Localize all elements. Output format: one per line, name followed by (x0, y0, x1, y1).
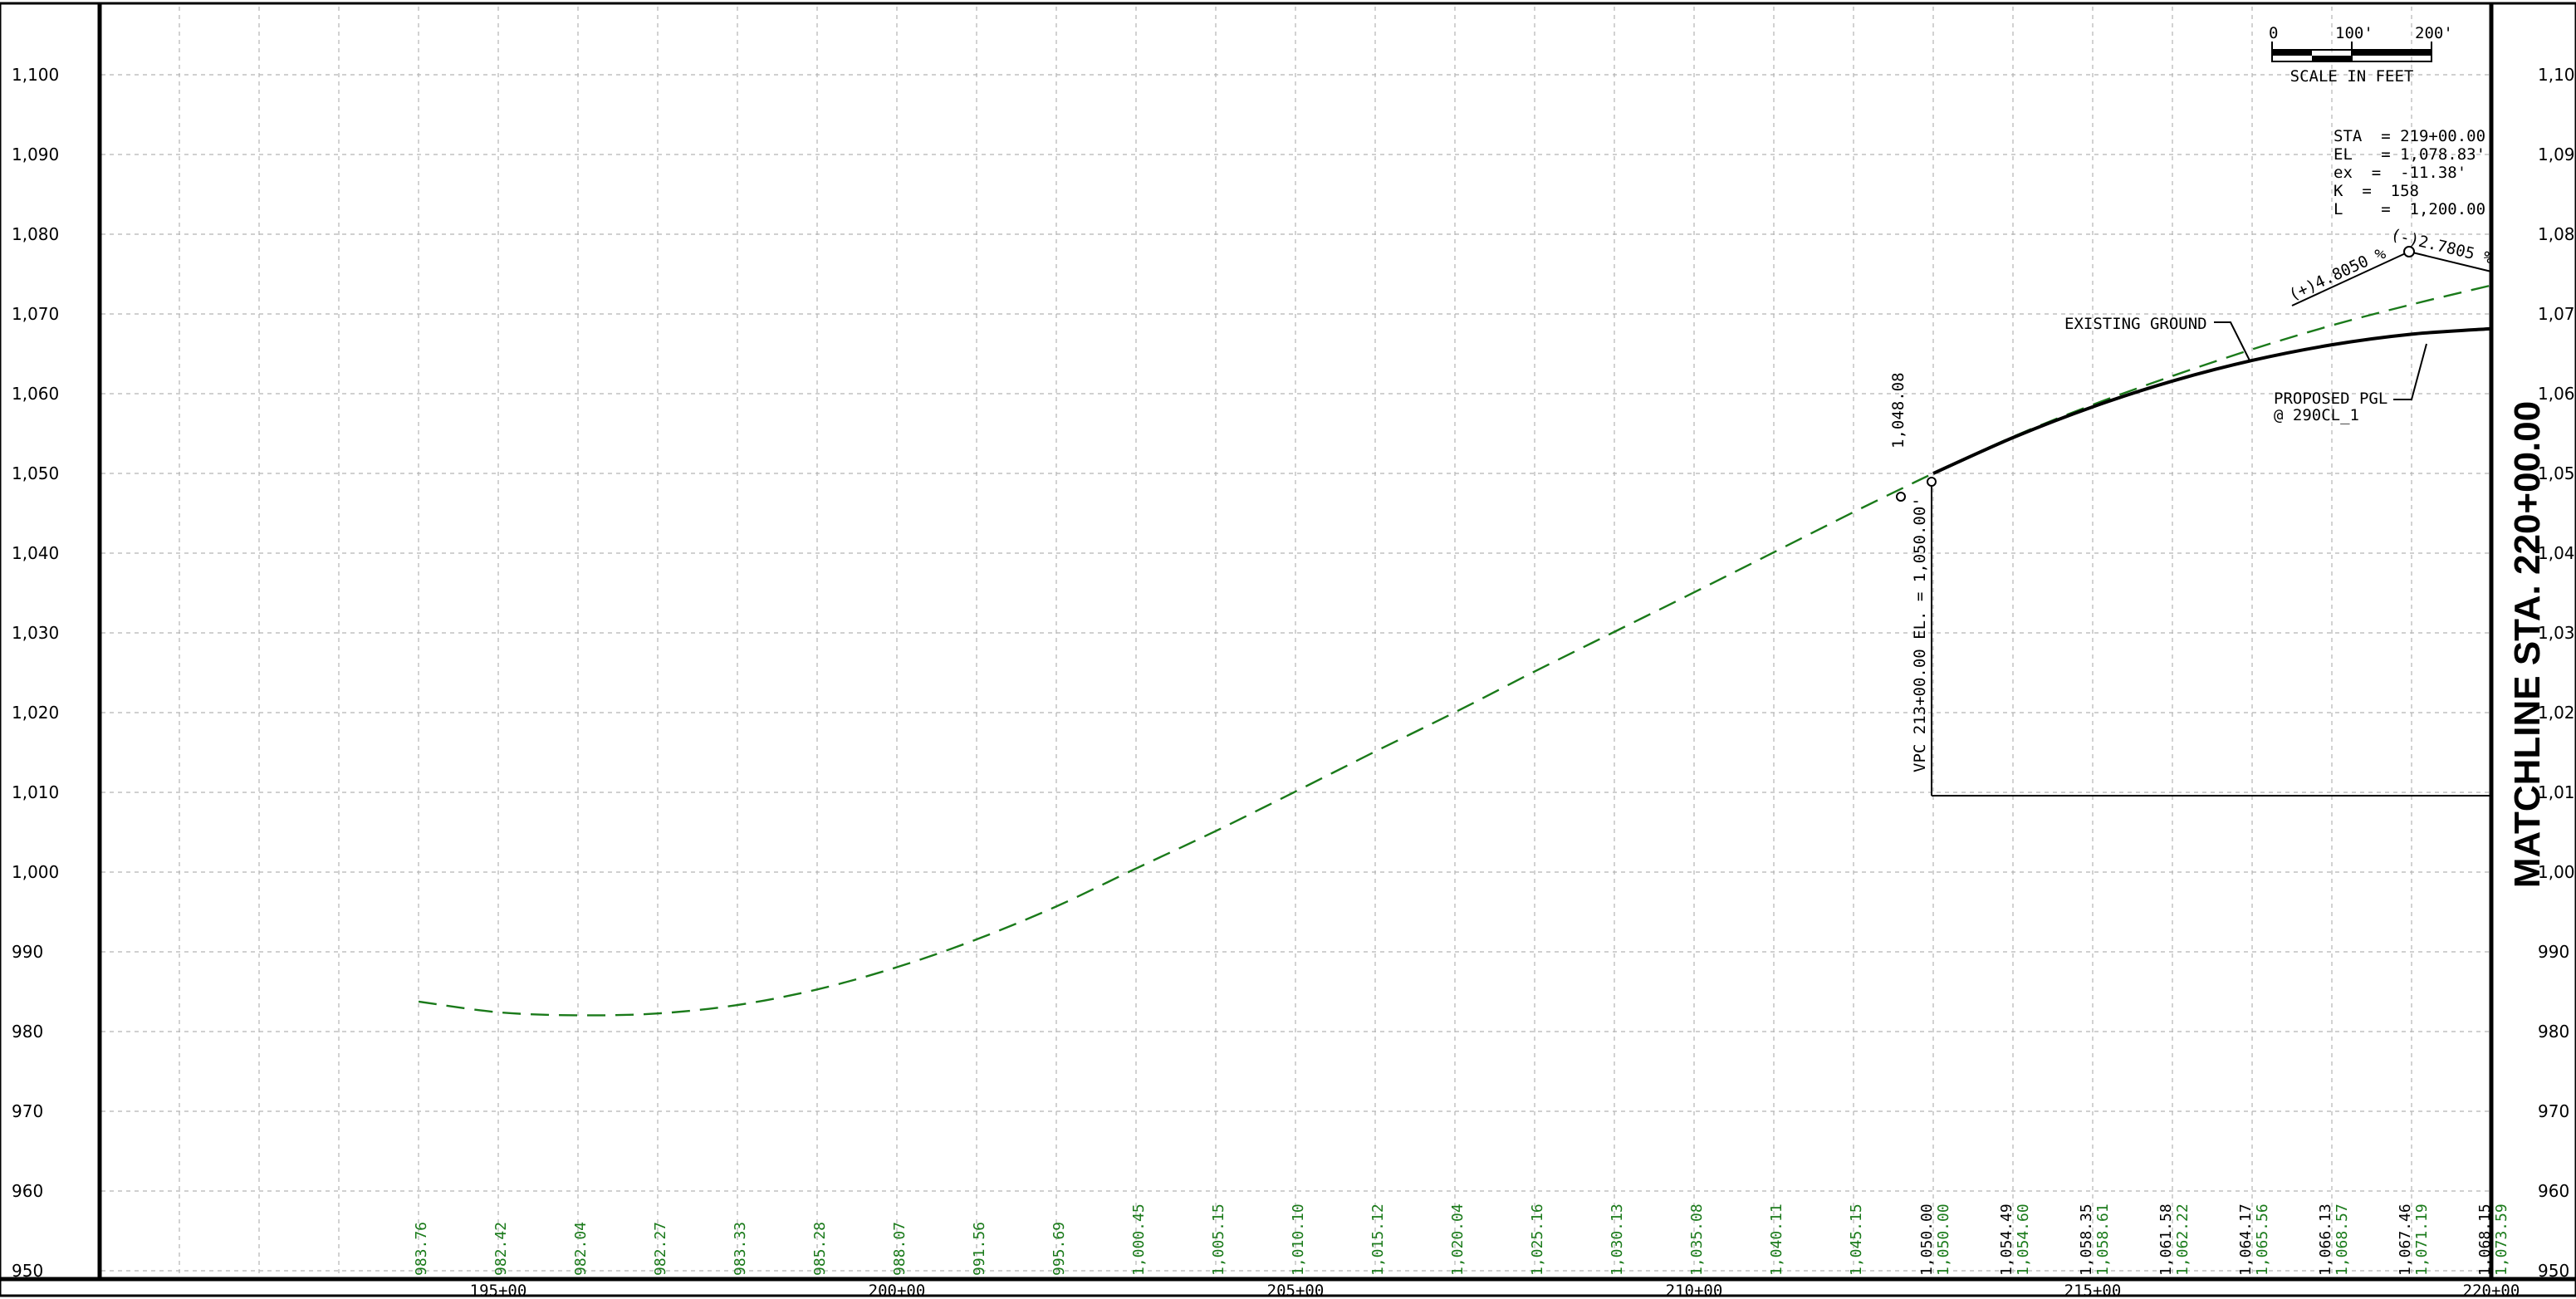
existing-elevation-label: 1,035.08 (1688, 1203, 1706, 1276)
y-tick-label-left: 1,090 (12, 145, 59, 164)
existing-elevation-label: 1,045.15 (1848, 1203, 1865, 1276)
y-tick-label-left: 990 (12, 942, 43, 962)
y-tick-label-right: 1,060 (2538, 384, 2576, 404)
curve-l: L = 1,200.00' (2334, 200, 2495, 218)
y-tick-label-right: 1,100 (2538, 65, 2576, 85)
y-tick-label-right: 1,030 (2538, 623, 2576, 643)
existing-elevation-label: 1,058.61 (2094, 1203, 2112, 1276)
proposed-elevation-label: 1,061.58 (2157, 1203, 2175, 1276)
existing-elevation-label: 995.69 (1050, 1222, 1068, 1276)
proposed-elevation-label: 1,050.00 (1918, 1203, 1936, 1276)
existing-elevation-label: 1,071.19 (2413, 1203, 2431, 1276)
y-tick-label-right: 1,070 (2538, 304, 2576, 324)
existing-elevation-label: 985.28 (811, 1222, 829, 1276)
existing-ground-label: EXISTING GROUND (2064, 315, 2207, 333)
y-tick-label-right: 1,050 (2538, 463, 2576, 483)
existing-elevation-label: 982.42 (492, 1222, 510, 1276)
vpc-label: VPC 213+00.00 EL. = 1,050.00' (1911, 497, 1929, 772)
existing-elevation-label: 1,010.10 (1290, 1203, 1307, 1276)
proposed-elevation-label: 1,058.35 (2078, 1203, 2095, 1276)
existing-elevation-label: 982.04 (572, 1222, 590, 1276)
y-tick-label-right: 1,010 (2538, 782, 2576, 802)
existing-elevation-label: 1,062.22 (2174, 1203, 2192, 1276)
existing-elevation-label: 991.56 (971, 1222, 988, 1276)
vpc-marker (1927, 477, 1937, 487)
grade-in-label: (+)4.8050 % (2286, 244, 2389, 305)
y-tick-label-left: 1,010 (12, 782, 59, 802)
y-tick-label-left: 1,000 (12, 862, 59, 882)
y-tick-label-left: 1,050 (12, 463, 59, 483)
existing-elevation-label: 983.33 (732, 1222, 749, 1276)
y-tick-label-right: 960 (2538, 1181, 2569, 1201)
proposed-pgl-label: PROPOSED PGL (2274, 390, 2387, 408)
pvi-tangents: (+)4.8050 % (-)2.7805 % (2286, 225, 2495, 306)
matchline-label: MATCHLINE STA. 220+00.00 (2507, 401, 2548, 888)
curve-ex: ex = -11.38' (2334, 164, 2466, 182)
existing-elevation-label: 988.07 (891, 1222, 908, 1276)
scale-bar: 0 100' 200' SCALE IN FEET (2269, 24, 2453, 86)
proposed-elevation-label: 1,064.17 (2237, 1203, 2255, 1276)
profile-lines (418, 284, 2492, 1017)
pvi-marker (2403, 246, 2415, 257)
proposed-pgl-line (1932, 326, 2492, 475)
scale-tick-200: 200' (2415, 24, 2453, 42)
y-tick-label-left: 1,100 (12, 65, 59, 85)
proposed-elevation-label: 1,067.46 (2397, 1203, 2414, 1276)
y-tick-label-right: 1,040 (2538, 543, 2576, 563)
existing-elevation-label: 1,005.15 (1210, 1203, 1227, 1276)
y-tick-label-left: 1,040 (12, 543, 59, 563)
existing-elevation-label: 1,000.45 (1130, 1203, 1148, 1276)
scale-tick-100: 100' (2335, 24, 2373, 42)
existing-elevation-label: 1,068.57 (2334, 1203, 2351, 1276)
existing-ground-line (418, 284, 2492, 1017)
y-tick-label-left: 1,070 (12, 304, 59, 324)
y-tick-label-right: 1,020 (2538, 703, 2576, 723)
existing-elevation-label: 1,030.13 (1609, 1203, 1626, 1276)
y-tick-label-left: 1,030 (12, 623, 59, 643)
elevation-labels: 983.76 982.42 982.04 982.27 983.33 985.28 988.… (413, 1203, 2510, 1276)
axis-labels: 9509509609609709709809809909901,0001,000… (12, 65, 2576, 1299)
vpc-existing-marker (1896, 492, 1906, 502)
scale-tick-0: 0 (2269, 24, 2278, 42)
existing-elevation-label: 1,040.11 (1768, 1203, 1785, 1276)
y-tick-label-right: 1,090 (2538, 145, 2576, 164)
existing-elevation-label: 1,054.60 (2015, 1203, 2032, 1276)
y-tick-label-left: 960 (12, 1181, 43, 1201)
curve-data-block: STA = 219+00.00 EL = 1,078.83' ex = -11.… (2334, 127, 2495, 218)
y-tick-label-right: 980 (2538, 1022, 2569, 1042)
grade-out-label: (-)2.7805 % (2389, 225, 2495, 267)
y-tick-label-left: 980 (12, 1022, 43, 1042)
y-tick-label-right: 1,000 (2538, 862, 2576, 882)
existing-elevation-label: 983.76 (413, 1222, 430, 1276)
curve-el: EL = 1,078.83' (2334, 145, 2485, 164)
scale-caption: SCALE IN FEET (2290, 67, 2414, 86)
existing-elevation-label: 1,050.00 (1935, 1203, 1952, 1276)
y-tick-label-left: 1,080 (12, 224, 59, 244)
existing-elevation-label: 1,065.56 (2254, 1203, 2271, 1276)
vpc-annotation: VPC 213+00.00 EL. = 1,050.00' 1,048.08 (1889, 372, 2491, 797)
y-tick-label-left: 1,060 (12, 384, 59, 404)
y-tick-label-right: 990 (2538, 942, 2569, 962)
existing-ground-callout: EXISTING GROUND (2064, 315, 2251, 363)
existing-elevation-label: 1,020.04 (1449, 1203, 1467, 1276)
y-tick-label-left: 970 (12, 1101, 43, 1121)
proposed-pgl-alignment: @ 290CL_1 (2274, 406, 2359, 424)
curve-k: K = 158 (2334, 182, 2419, 200)
existing-elevation-label: 982.27 (652, 1222, 669, 1276)
y-tick-label-left: 1,020 (12, 703, 59, 723)
vpc-elev-label: 1,048.08 (1889, 372, 1908, 449)
curve-sta: STA = 219+00.00 (2334, 127, 2485, 145)
existing-elevation-label: 1,073.59 (2493, 1203, 2510, 1276)
proposed-pgl-callout: PROPOSED PGL @ 290CL_1 (2274, 343, 2427, 424)
existing-elevation-label: 1,015.12 (1369, 1203, 1387, 1276)
y-tick-label-right: 1,080 (2538, 224, 2576, 244)
grid-lines (101, 7, 2490, 1277)
proposed-elevation-label: 1,054.49 (1998, 1203, 2015, 1276)
proposed-elevation-label: 1,066.13 (2317, 1203, 2334, 1276)
y-tick-label-right: 970 (2538, 1101, 2569, 1121)
existing-elevation-label: 1,025.16 (1529, 1203, 1546, 1276)
